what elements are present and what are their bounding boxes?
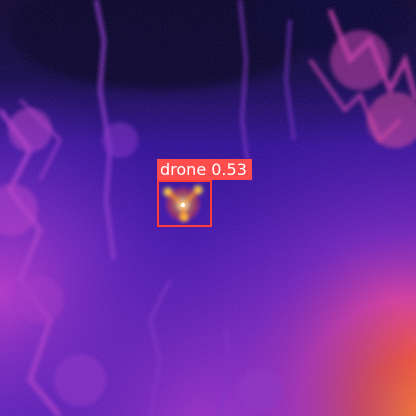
detection-class-name: drone — [160, 160, 207, 179]
detection-bounding-box — [157, 180, 212, 227]
detection-confidence: 0.53 — [211, 160, 247, 179]
drone-heat-signature — [163, 184, 203, 224]
detection-label: drone 0.53 — [157, 159, 252, 180]
